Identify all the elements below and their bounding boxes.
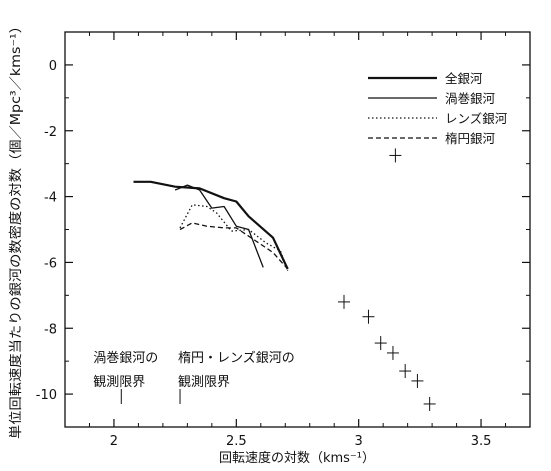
data-point-cross — [374, 336, 387, 351]
data-point-cross — [423, 396, 436, 411]
legend-entry-2: 渦巻銀河 — [368, 91, 496, 106]
x-tick-label: 3 — [355, 434, 363, 449]
series-line-1 — [133, 180, 289, 270]
y-tick-label: -10 — [36, 388, 57, 403]
legend-label: 楕円銀河 — [445, 131, 496, 146]
axis-ticks: 2 2.5 3 3.5 0 -2 -4 -6 -8 -10 — [36, 31, 530, 449]
data-point-cross — [386, 345, 399, 360]
y-tick-label: -4 — [44, 191, 57, 206]
legend-entry-1: 全銀河 — [368, 71, 483, 86]
x-tick-label: 3.5 — [471, 434, 492, 449]
series-group — [133, 180, 289, 271]
scatter-points — [338, 148, 436, 411]
annotation-text: 渦巻銀河の — [93, 351, 158, 366]
legend-entry-3: レンズ銀河 — [368, 111, 508, 126]
x-tick-label: 2 — [110, 434, 118, 449]
data-point-cross — [362, 309, 375, 324]
annotation-text: 観測限界 — [93, 375, 145, 390]
legend-label: 全銀河 — [445, 71, 483, 86]
y-tick-label: 0 — [49, 59, 57, 74]
y-tick-label: -8 — [44, 322, 57, 337]
data-point-cross — [399, 364, 412, 379]
y-tick-label: -6 — [44, 256, 57, 271]
legend-entry-4: 楕円銀河 — [368, 131, 496, 146]
series-line-4 — [179, 222, 289, 270]
x-axis-label: 回転速度の対数（kms⁻¹） — [219, 450, 375, 466]
data-point-cross — [411, 373, 424, 388]
annotation-text: 楕円・レンズ銀河の — [178, 350, 295, 366]
y-tick-label: -2 — [44, 125, 57, 140]
data-point-cross — [338, 294, 350, 309]
annotation-text: 観測限界 — [178, 375, 230, 390]
y-axis-label: 単位回転速度当たりの銀河の数密度の対数（個／Mpc³／kms⁻¹） — [8, 19, 24, 439]
legend-label: レンズ銀河 — [445, 111, 508, 126]
x-tick-label: 2.5 — [226, 434, 247, 449]
data-point-cross — [389, 148, 402, 163]
legend-label: 渦巻銀河 — [445, 91, 496, 106]
series-line-2 — [174, 184, 264, 268]
